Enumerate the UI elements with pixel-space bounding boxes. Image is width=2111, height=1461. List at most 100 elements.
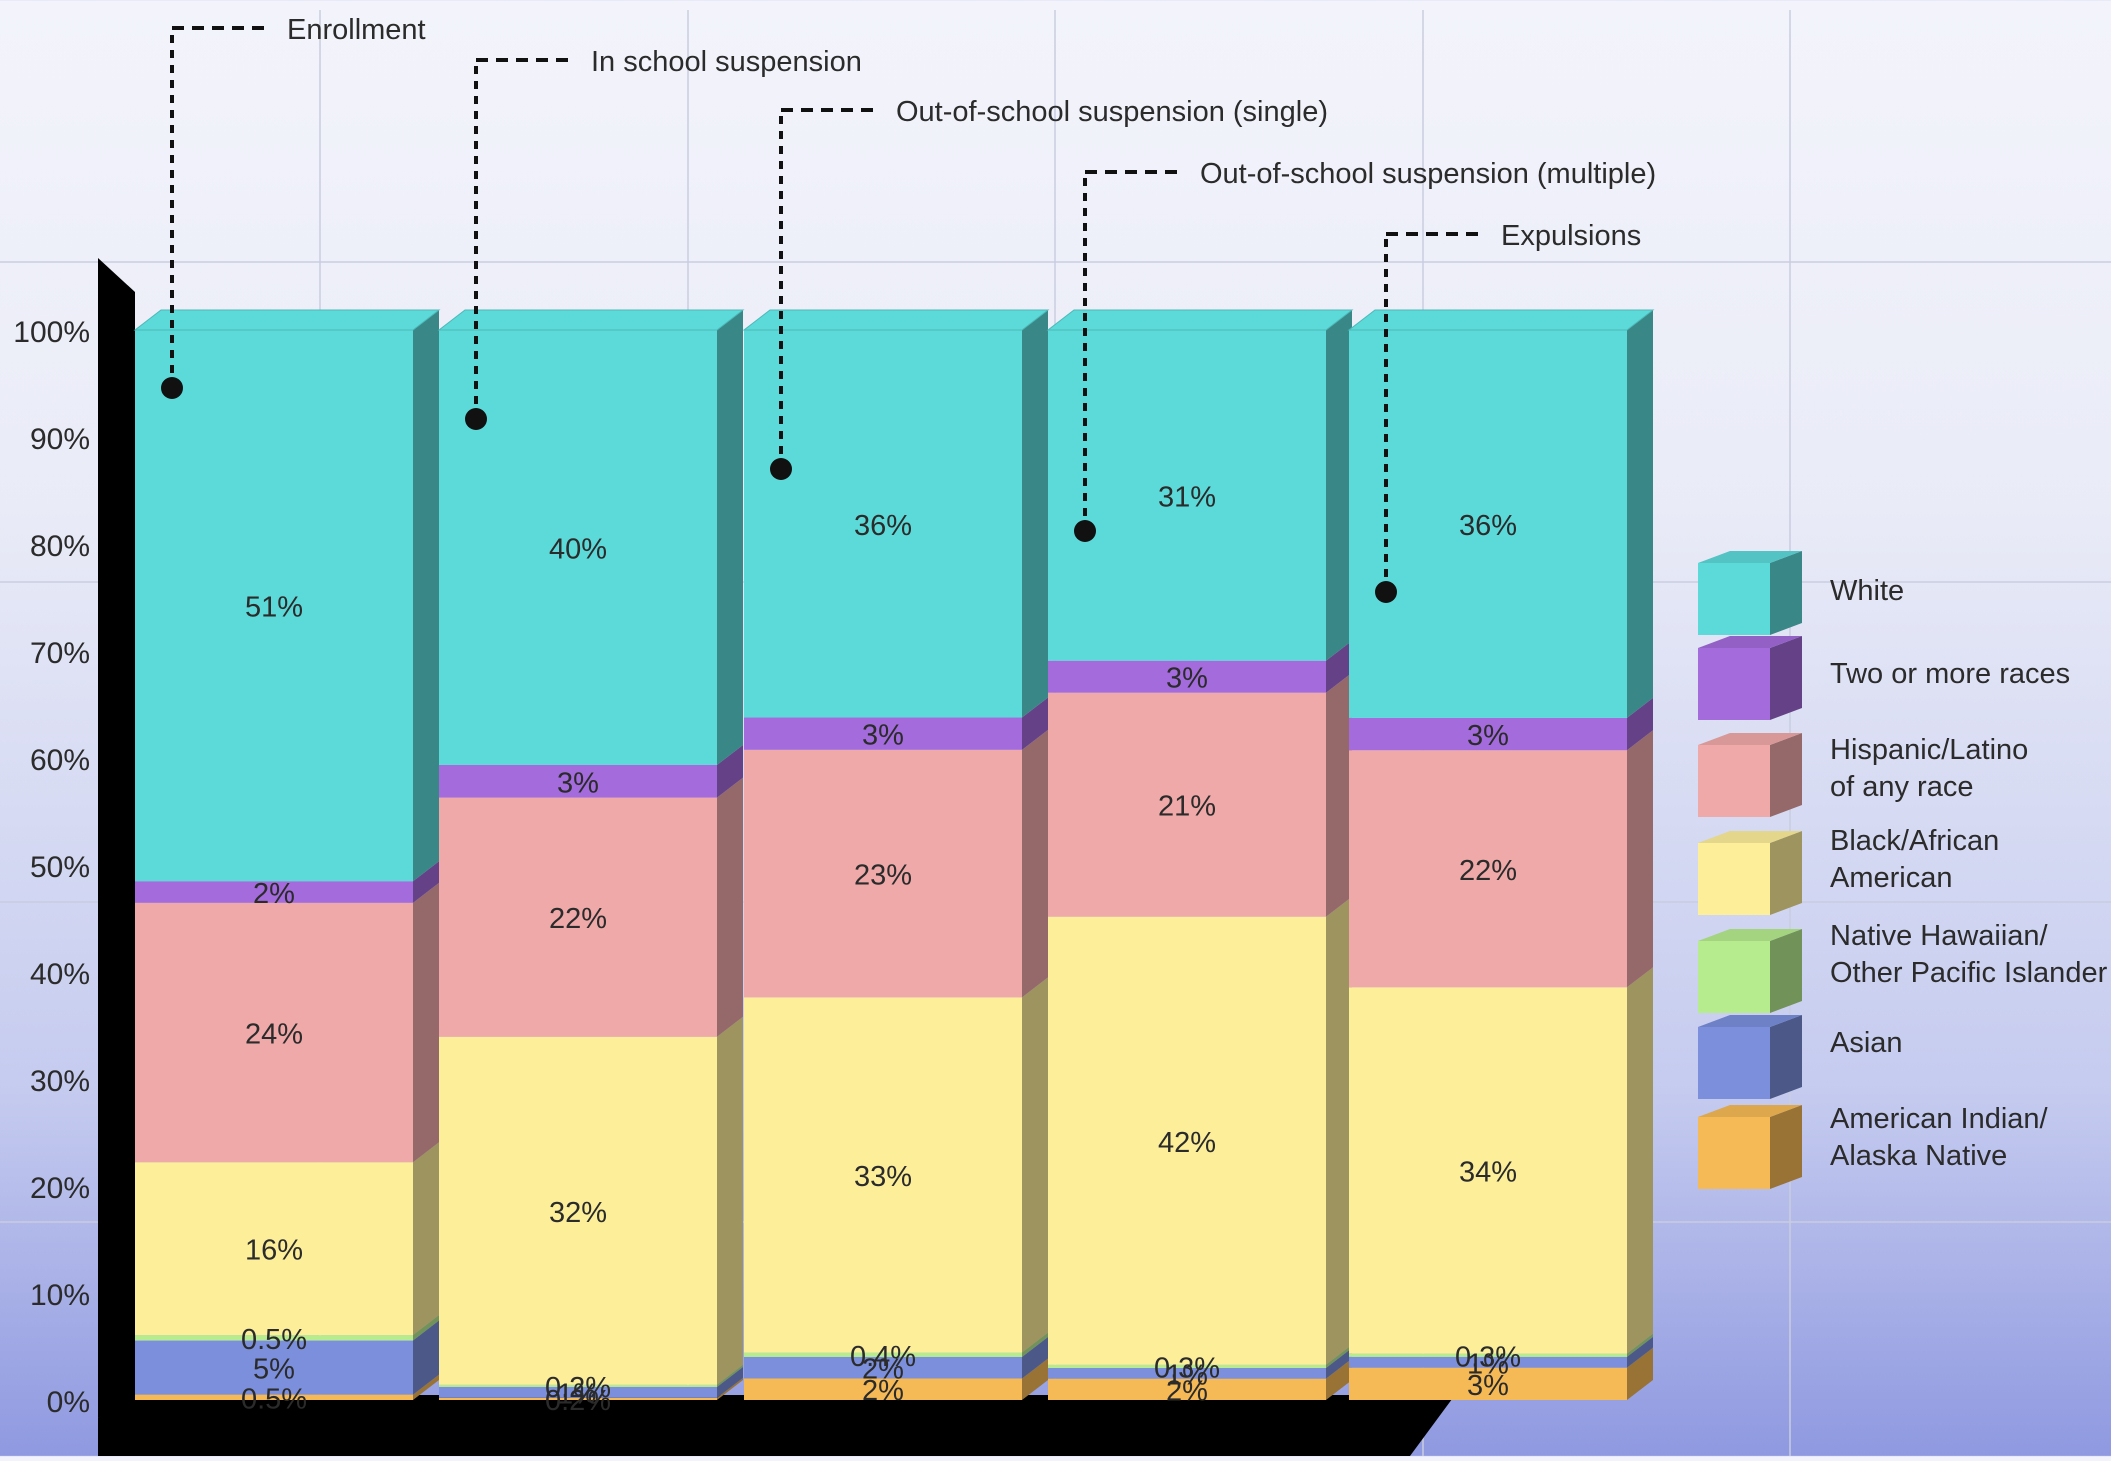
legend-label-5: Asian: [1830, 1027, 1903, 1059]
bar-3-series-0-front: [1048, 1378, 1326, 1400]
legend-swatch-2-top: [1698, 733, 1802, 745]
legend-swatch-5-top: [1698, 1015, 1802, 1027]
legend-swatch-6-side: [1770, 1105, 1802, 1189]
bar-2-series-6-top: [742, 309, 1050, 331]
bar-2-series-5-side: [1022, 697, 1048, 750]
data-label-1-5: 3%: [557, 767, 599, 799]
bar-4-series-5-front: [1349, 717, 1627, 751]
legend-swatch-6-front: [1698, 1117, 1770, 1189]
data-label-0-1: 5%: [253, 1354, 295, 1386]
data-label-1-4: 22%: [549, 903, 607, 935]
legend-swatch-4-side: [1770, 929, 1802, 1013]
bar-4-series-0-front: [1349, 1367, 1627, 1400]
bar-0-series-3-front: [135, 1162, 413, 1336]
bar-3-series-0-side: [1326, 1358, 1352, 1400]
bar-1-series-2-side: [717, 1364, 743, 1387]
data-label-2-6: 36%: [854, 510, 912, 542]
data-label-3-3: 42%: [1158, 1127, 1216, 1159]
bar-4-series-5-side: [1627, 697, 1653, 751]
bar-4-series-4-front: [1349, 750, 1627, 988]
bar-0-series-1-side: [413, 1320, 439, 1395]
data-label-0-6: 51%: [245, 592, 303, 624]
legend-swatch-4-front: [1698, 941, 1770, 1013]
bar-0-series-0-side: [413, 1374, 439, 1400]
bar-3-series-1-side: [1326, 1347, 1352, 1379]
legend-swatch-5-side: [1770, 1015, 1802, 1099]
y-tick-label-8: 80%: [30, 530, 90, 563]
legend-swatch-1-top: [1698, 636, 1802, 648]
category-label-2: Out-of-school suspension (single): [896, 96, 1328, 128]
leader-dot-1: [465, 408, 487, 430]
y-tick-label-2: 20%: [30, 1172, 90, 1205]
data-label-1-2: 0.2%: [545, 1372, 611, 1404]
leader-dot-4: [1375, 581, 1397, 603]
bar-3-series-6-side: [1326, 310, 1352, 661]
bar-3-series-2-side: [1326, 1344, 1352, 1368]
bar-2-series-1-side: [1022, 1336, 1048, 1379]
bar-0-series-1-front: [135, 1340, 413, 1395]
category-label-3: Out-of-school suspension (multiple): [1200, 158, 1656, 190]
data-label-3-6: 31%: [1158, 481, 1216, 513]
bar-1-series-3-front: [439, 1036, 717, 1385]
bar-2-series-2-side: [1022, 1332, 1048, 1357]
axis-floor: [98, 1395, 1455, 1456]
legend-swatch-0-side: [1770, 551, 1802, 635]
legend-swatch-3-front: [1698, 843, 1770, 915]
bar-1-series-5-front: [439, 764, 717, 798]
bar-4-series-6-top: [1347, 309, 1655, 331]
bar-1-series-0-side: [717, 1377, 743, 1400]
bar-3-series-5-front: [1048, 660, 1326, 693]
data-label-0-5: 2%: [253, 878, 295, 910]
data-label-4-4: 22%: [1459, 855, 1517, 887]
leader-dot-0: [161, 377, 183, 399]
bar-0-series-6-front: [135, 330, 413, 882]
data-label-1-0: 0.2%: [545, 1385, 611, 1417]
bar-1-series-0-front: [439, 1397, 717, 1400]
data-label-4-2: 0.3%: [1455, 1341, 1521, 1373]
data-label-3-1: 1%: [1166, 1359, 1208, 1391]
leader-dot-2: [770, 458, 792, 480]
bar-1-series-4-front: [439, 797, 717, 1037]
data-label-4-0: 3%: [1467, 1370, 1509, 1402]
bar-1-series-2-front: [439, 1384, 717, 1387]
bar-2-series-4-side: [1022, 729, 1048, 998]
bar-1-series-4-side: [717, 777, 743, 1037]
y-tick-label-10: 100%: [13, 316, 90, 349]
legend-swatch-0-front: [1698, 563, 1770, 635]
y-tick-label-9: 90%: [30, 423, 90, 456]
bar-2-series-2-front: [744, 1352, 1022, 1357]
data-label-4-6: 36%: [1459, 510, 1517, 542]
legend-label-3: Black/African American: [1830, 825, 1999, 894]
bar-0-series-3-side: [413, 1142, 439, 1336]
bar-2-series-5-front: [744, 717, 1022, 750]
bar-3-series-4-side: [1326, 672, 1352, 917]
bar-2-series-3-side: [1022, 977, 1048, 1353]
bar-0-series-5-side: [413, 861, 439, 903]
legend-label-0: White: [1830, 575, 1904, 607]
bar-1-series-6-front: [439, 330, 717, 765]
bar-3-series-2-front: [1048, 1364, 1326, 1368]
category-label-4: Expulsions: [1501, 220, 1641, 252]
bar-4-series-0-side: [1627, 1347, 1653, 1400]
bar-4-series-1-side: [1627, 1336, 1653, 1368]
bar-2-series-1-front: [744, 1356, 1022, 1379]
data-label-3-5: 3%: [1166, 663, 1208, 695]
bar-4-series-6-side: [1627, 310, 1653, 718]
bar-0-series-0-front: [135, 1394, 413, 1400]
category-label-1: In school suspension: [591, 46, 862, 78]
y-tick-label-1: 10%: [30, 1279, 90, 1312]
bar-1-series-3-side: [717, 1016, 743, 1385]
y-tick-label-5: 50%: [30, 851, 90, 884]
bar-4-series-2-side: [1627, 1333, 1653, 1357]
bar-1-series-5-side: [717, 744, 743, 798]
bar-1-series-6-top: [437, 309, 745, 331]
y-tick-label-3: 30%: [30, 1065, 90, 1098]
data-label-2-0: 2%: [862, 1375, 904, 1407]
bar-2-series-4-front: [744, 749, 1022, 998]
data-label-1-3: 32%: [549, 1197, 607, 1229]
legend-swatch-3-top: [1698, 831, 1802, 843]
bar-2-series-0-front: [744, 1378, 1022, 1400]
leader-dot-3: [1074, 520, 1096, 542]
bar-4-series-6-front: [1349, 330, 1627, 718]
